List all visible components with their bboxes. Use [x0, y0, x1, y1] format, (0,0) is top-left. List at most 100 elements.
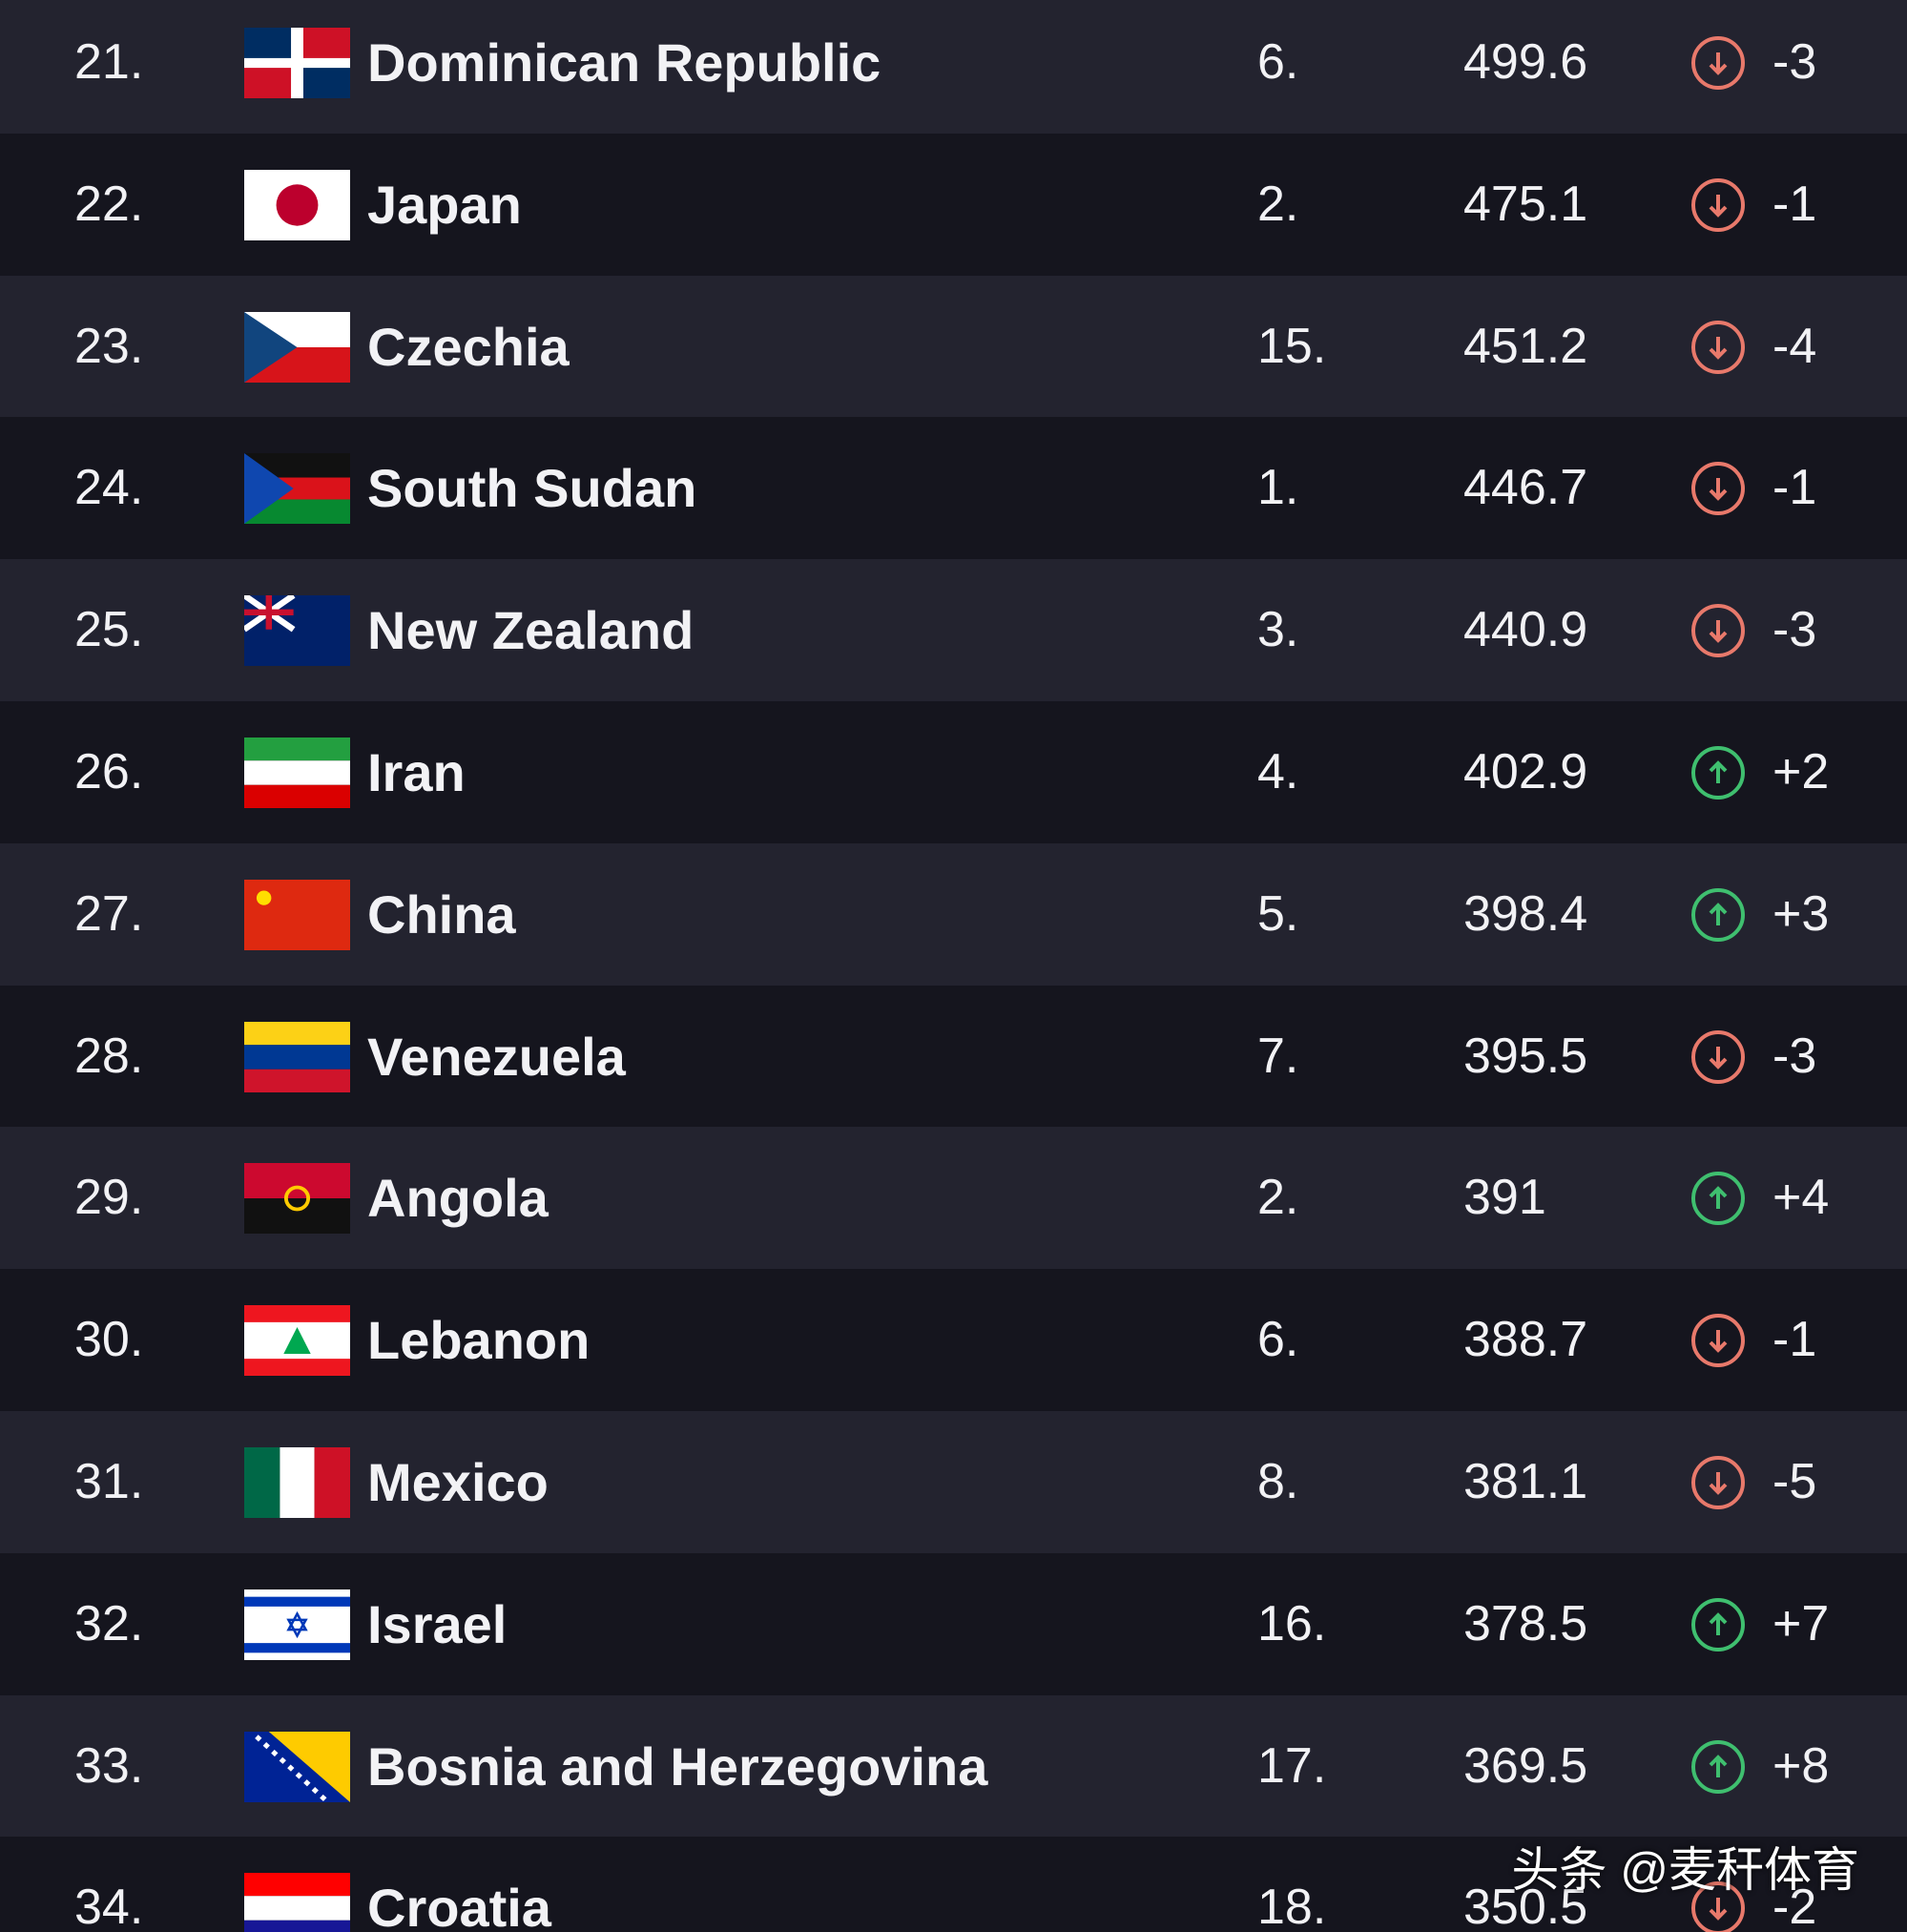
flag — [244, 1589, 350, 1660]
rank-change: +3 — [1772, 885, 1830, 942]
country-name: Japan — [367, 174, 522, 235]
flag-icon — [244, 1873, 350, 1932]
ranking-row: 28. Venezuela 7. 395.5 -3 — [0, 985, 1907, 1128]
rank: 22. — [74, 176, 144, 232]
country-name: New Zealand — [367, 600, 694, 661]
points: 369.5 — [1463, 1737, 1588, 1794]
country-name: Angola — [367, 1168, 549, 1229]
country-name: Lebanon — [367, 1310, 591, 1371]
flag-icon — [244, 879, 350, 950]
flag-icon — [244, 1589, 350, 1660]
flag-icon — [244, 1447, 350, 1518]
flag — [244, 1731, 350, 1804]
ranking-row: 33. Bosnia and Herzegovina 17. 369.5 +8 — [0, 1694, 1907, 1838]
trend-arrow — [1691, 1881, 1745, 1932]
rank-change: +8 — [1772, 1737, 1830, 1794]
points: 388.7 — [1463, 1312, 1588, 1368]
trend-icon — [1690, 1455, 1746, 1510]
trend-icon — [1690, 1029, 1746, 1085]
rank: 34. — [74, 1880, 144, 1932]
flag — [244, 1447, 350, 1518]
flag — [244, 169, 350, 240]
trend-arrow — [1691, 1029, 1745, 1084]
trend-icon — [1690, 887, 1746, 943]
confederation-rank: 6. — [1257, 34, 1299, 90]
trend-arrow — [1691, 887, 1745, 942]
ranking-row: 31. Mexico 8. 381.1 -5 — [0, 1411, 1907, 1553]
trend-icon — [1690, 603, 1746, 658]
confederation-rank: 6. — [1257, 1312, 1299, 1368]
trend-arrow — [1691, 36, 1745, 90]
confederation-rank: 5. — [1257, 885, 1299, 942]
rank-change: +4 — [1772, 1170, 1830, 1226]
flag — [242, 592, 350, 667]
confederation-rank: 2. — [1257, 1170, 1299, 1226]
rank-change: -4 — [1772, 318, 1817, 374]
ranking-row: 30. Lebanon 6. 388.7 -1 — [0, 1269, 1907, 1412]
rank: 27. — [74, 885, 144, 942]
rank: 33. — [74, 1737, 144, 1794]
trend-arrow — [1691, 462, 1745, 516]
country-name: Israel — [367, 1593, 508, 1654]
trend-arrow — [1691, 1456, 1745, 1509]
country-name: China — [367, 883, 516, 945]
country-name: South Sudan — [367, 458, 697, 519]
flag-icon — [244, 28, 350, 98]
trend-icon — [1690, 1739, 1746, 1795]
confederation-rank: 2. — [1257, 176, 1299, 232]
country-name: Dominican Republic — [367, 32, 881, 93]
country-name: Iran — [367, 742, 466, 802]
points: 446.7 — [1463, 460, 1588, 516]
confederation-rank: 1. — [1257, 460, 1299, 516]
trend-icon — [1690, 320, 1746, 375]
confederation-rank: 15. — [1257, 318, 1327, 374]
trend-icon — [1690, 35, 1746, 91]
flag-icon — [244, 1163, 350, 1235]
rank: 23. — [74, 318, 144, 374]
flag — [244, 879, 350, 950]
rank-change: +7 — [1772, 1595, 1830, 1652]
points: 350.5 — [1463, 1880, 1588, 1932]
trend-arrow — [1691, 604, 1745, 658]
confederation-rank: 8. — [1257, 1454, 1299, 1509]
rank: 28. — [74, 1028, 144, 1084]
confederation-rank: 16. — [1257, 1595, 1327, 1652]
points: 402.9 — [1463, 744, 1588, 800]
ranking-row: 24. South Sudan 1. 446.7 -1 — [0, 417, 1907, 560]
trend-icon — [1690, 745, 1746, 800]
country-name: Mexico — [367, 1452, 549, 1512]
trend-arrow — [1691, 1739, 1745, 1794]
rank: 31. — [74, 1454, 144, 1509]
confederation-rank: 7. — [1257, 1028, 1299, 1084]
rank-change: -1 — [1772, 460, 1817, 516]
confederation-rank: 3. — [1257, 602, 1299, 658]
points: 499.6 — [1463, 34, 1588, 90]
flag — [244, 1021, 350, 1092]
rank-change: -2 — [1772, 1880, 1817, 1932]
confederation-rank: 4. — [1257, 744, 1299, 800]
points: 395.5 — [1463, 1028, 1588, 1084]
rank-change: -3 — [1772, 1028, 1817, 1084]
ranking-row: 26. Iran 4. 402.9 +2 — [0, 701, 1907, 843]
rank-change: -5 — [1772, 1454, 1817, 1509]
ranking-row: 25. New Zealand 3. 440.9 -3 — [0, 559, 1907, 702]
trend-arrow — [1691, 1597, 1745, 1652]
rank: 25. — [74, 602, 144, 658]
ranking-row: 22. Japan 2. 475.1 -1 — [0, 133, 1907, 276]
trend-icon — [1690, 177, 1746, 233]
flag — [244, 28, 350, 98]
rank-change: -1 — [1772, 176, 1817, 232]
flag-icon — [244, 1305, 350, 1377]
ranking-row: 32. Israel 16. 378.5 +7 — [0, 1552, 1907, 1695]
confederation-rank: 17. — [1257, 1737, 1327, 1794]
ranking-row: 23. Czechia 15. 451.2 -4 — [0, 275, 1907, 418]
flag-icon — [244, 1731, 350, 1804]
rank: 26. — [74, 744, 144, 800]
ranking-row: 34. Croatia 18. 350.5 -2 — [0, 1837, 1907, 1932]
points: 451.2 — [1463, 318, 1588, 374]
flag-icon — [244, 311, 350, 383]
trend-arrow — [1691, 177, 1745, 232]
points: 378.5 — [1463, 1595, 1588, 1652]
